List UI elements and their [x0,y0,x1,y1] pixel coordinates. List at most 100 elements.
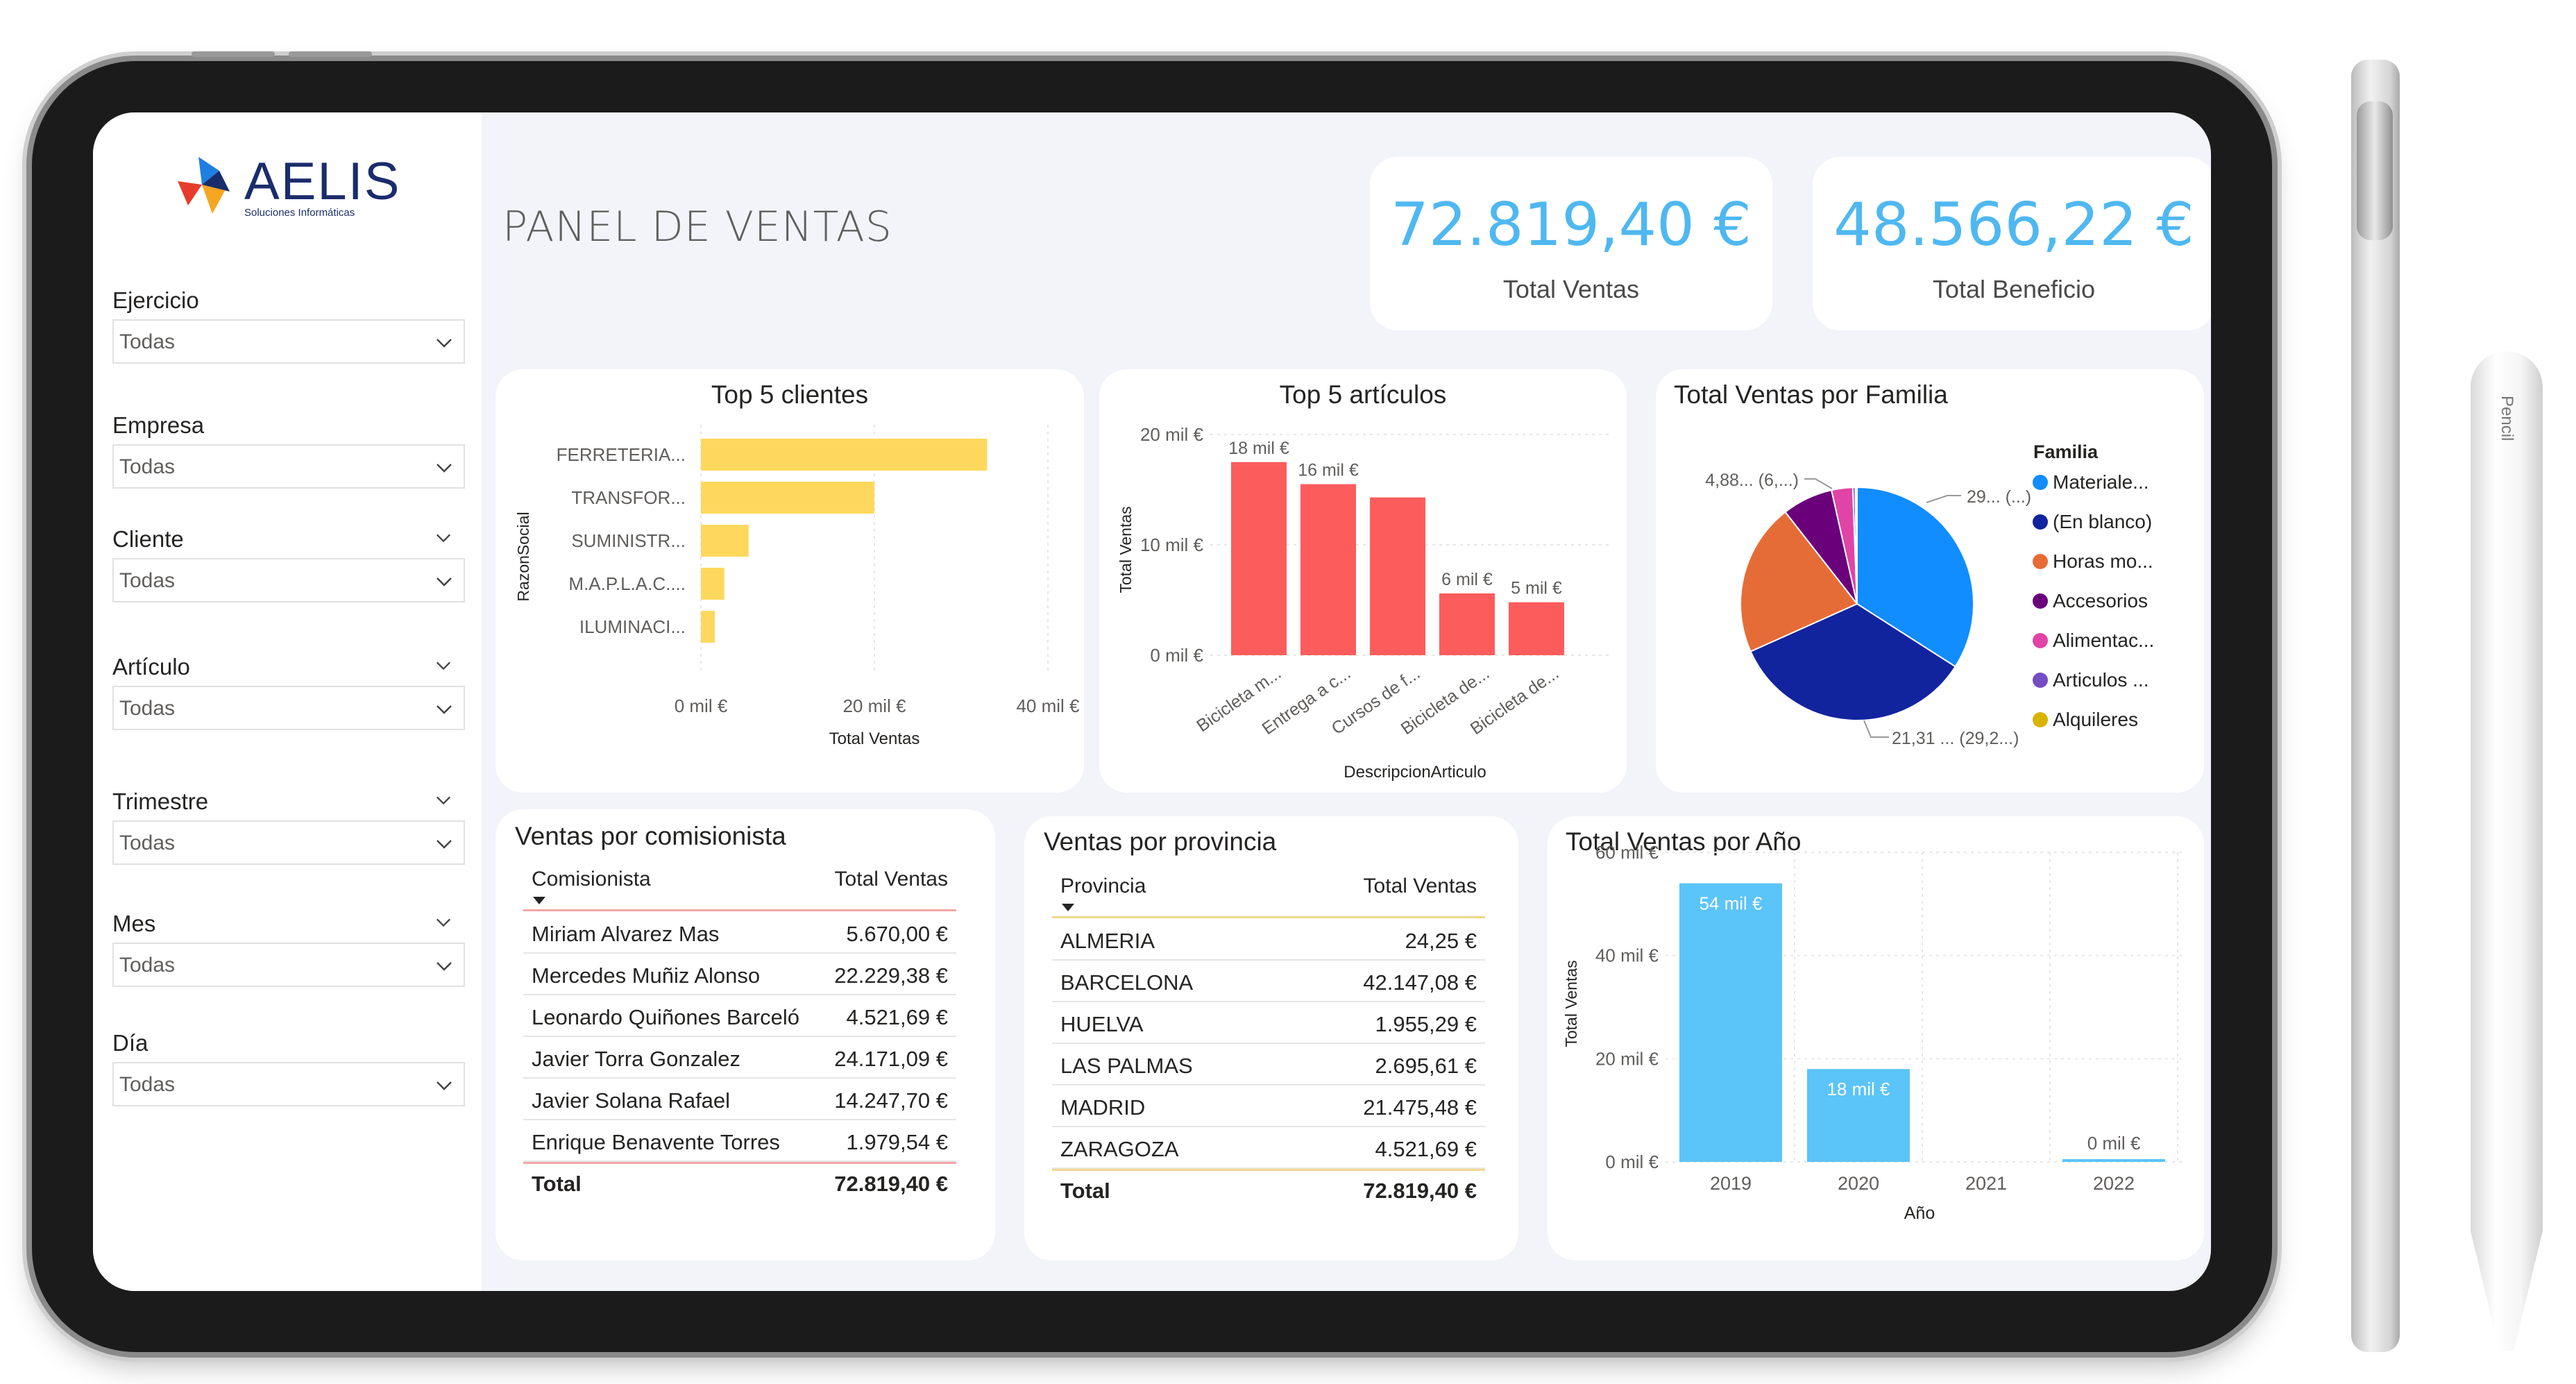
bar [1439,593,1495,655]
x-tick-label: 20 mil € [842,695,906,716]
column-header[interactable]: Comisionista [532,868,651,891]
slicer-label: Artículo [112,654,190,680]
y-tick-label: 20 mil € [1140,424,1204,445]
total-label: Total [1060,1179,1110,1203]
header-divider [523,909,956,911]
cell-name: LAS PALMAS [1060,1054,1193,1078]
legend-entry: Articulos ... [2053,669,2149,691]
column-header[interactable]: Total Ventas [834,868,948,891]
chart-card-familia[interactable]: Total Ventas por Familia 29... (...) 21,3… [1656,369,2204,793]
legend-marker [2033,554,2048,569]
cell-value: 24,25 € [1405,929,1477,953]
legend-entry: Materiale... [2053,471,2149,493]
legend-entry: Horas mo... [2053,550,2153,572]
bar [1231,462,1287,655]
pencil-label: Pencil [2498,396,2516,441]
slicer-dropdown[interactable]: Todas [112,1062,465,1106]
expand-chevron-icon[interactable] [434,913,452,931]
slicer-dropdown[interactable]: Todas [112,686,465,730]
chart-card-top-articulos[interactable]: Top 5 artículos 0 mil €10 mil €20 mil €1… [1099,369,1627,793]
bar [1300,484,1356,655]
legend-marker [2033,673,2048,688]
kpi-card-total-ventas: 72.819,40 € Total Ventas [1370,157,1772,330]
expand-chevron-icon[interactable] [434,529,452,547]
legend-title: Familia [2033,441,2099,462]
slicer-value: Todas [119,455,176,478]
column-header[interactable]: Provincia [1060,875,1146,897]
cell-value: 24.171,09 € [834,1047,948,1071]
y-axis-title: Total Ventas [1117,506,1135,593]
chart-top-articulos[interactable]: 0 mil €10 mil €20 mil €18 mil €Bicicleta… [1099,369,1627,793]
leader-line [1863,720,1889,738]
x-tick-label: 0 mil € [675,695,728,716]
table-row[interactable]: Miriam Alvarez Mas 5.670,00 € [523,913,956,954]
data-label: 4,88... (6,...) [1705,471,1799,490]
kpi-value: 72.819,40 € [1391,190,1752,260]
table-row[interactable]: Enrique Benavente Torres 1.979,54 € [523,1122,956,1162]
table-row[interactable]: Javier Torra Gonzalez 24.171,09 € [523,1038,956,1079]
data-label: 29... (...) [1967,487,2031,507]
slicer-dropdown[interactable]: Todas [112,319,465,364]
slicer-value: Todas [119,697,176,720]
kpi-label: Total Beneficio [1932,275,2096,303]
category-label: ILUMINACI... [579,616,686,637]
cell-name: BARCELONA [1060,970,1194,995]
slicer-dropdown[interactable]: Todas [112,444,465,489]
data-label: 18 mil € [1827,1079,1890,1099]
table-row[interactable]: ZARAGOZA 4.521,69 € [1052,1129,1485,1169]
bar [701,525,749,557]
x-tick-label: 2022 [2093,1173,2135,1194]
column-header[interactable]: Total Ventas [1363,875,1477,897]
expand-chevron-icon[interactable] [434,791,452,809]
cell-value: 22.229,38 € [834,963,948,988]
data-label: 5 mil € [1511,579,1562,598]
chart-familia-pie[interactable]: 29... (...) 21,31 ... (29,2...) 4,88... (6… [1656,369,2204,793]
cell-name: Mercedes Muñiz Alonso [532,963,761,988]
chart-top-clientes[interactable]: 0 mil € 20 mil € 40 mil € FERRETERIA... TRAN… [495,369,1084,793]
data-label: 54 mil € [1699,893,1763,914]
slicer-label: Cliente [112,526,184,552]
kpi-card-total-beneficio: 48.566,22 € Total Beneficio [1813,157,2211,330]
chart-card-top-clientes[interactable]: Top 5 clientes 0 mil € 20 mil € 40 mil € FE… [495,369,1084,793]
cell-value: 42.147,08 € [1363,970,1477,995]
header-divider [1052,916,1485,918]
provincia-table: Provincia Total Ventas ALMERIA 24,25 € BARCE… [1052,872,1485,1247]
stylus-pencil [2471,351,2543,1351]
table-row[interactable]: Javier Solana Rafael 14.247,70 € [523,1080,956,1120]
legend-entry: Alquileres [2053,709,2138,730]
table-row[interactable]: Leonardo Quiñones Barceló 4.521,69 € [523,997,956,1037]
bar [1370,497,1425,655]
chevron-down-icon [437,577,452,586]
chevron-down-icon [437,464,452,473]
expand-chevron-icon[interactable] [434,657,452,675]
filter-sidebar: AELIS Soluciones Informáticas Ejercicio T… [93,112,482,1291]
table-row[interactable]: MADRID 21.475,48 € [1052,1087,1485,1127]
bar [2062,1159,2165,1162]
table-row[interactable]: ALMERIA 24,25 € [1052,920,1485,961]
chart-ventas-anio[interactable]: 0 mil € 20 mil € 40 mil € 60 mil € 54 mil € 2… [1548,816,2204,1260]
slicer-dropdown[interactable]: Todas [112,820,465,865]
table-row[interactable]: BARCELONA 42.147,08 € [1052,962,1485,1002]
chart-card-anio[interactable]: Total Ventas por Año 0 mil € 20 mil € 40 m… [1548,816,2204,1260]
cell-value: 14.247,70 € [834,1088,948,1113]
cell-name: ALMERIA [1060,929,1155,953]
slicer-label: Empresa [112,412,205,438]
chevron-down-icon [437,339,452,348]
sort-arrow-icon[interactable] [1062,904,1074,911]
cell-name: MADRID [1060,1095,1146,1120]
slicer-value: Todas [119,954,176,977]
table-row[interactable]: Mercedes Muñiz Alonso 22.229,38 € [523,955,956,995]
slicer-dropdown[interactable]: Todas [112,943,465,987]
cell-value: 2.695,61 € [1375,1054,1477,1078]
total-label: Total [532,1172,582,1196]
chevron-down-icon [437,840,452,849]
table-row[interactable]: LAS PALMAS 2.695,61 € [1052,1045,1485,1086]
x-tick-label: 2019 [1710,1173,1752,1194]
table-row[interactable]: HUELVA 1.955,29 € [1052,1004,1485,1044]
slicer-dropdown[interactable]: Todas [112,558,465,602]
y-tick-label: 10 mil € [1140,534,1204,555]
kpi-value: 48.566,22 € [1833,190,2194,260]
sort-arrow-icon[interactable] [533,897,545,904]
leader-line [1804,478,1833,489]
slicer-label: Mes [112,911,156,936]
